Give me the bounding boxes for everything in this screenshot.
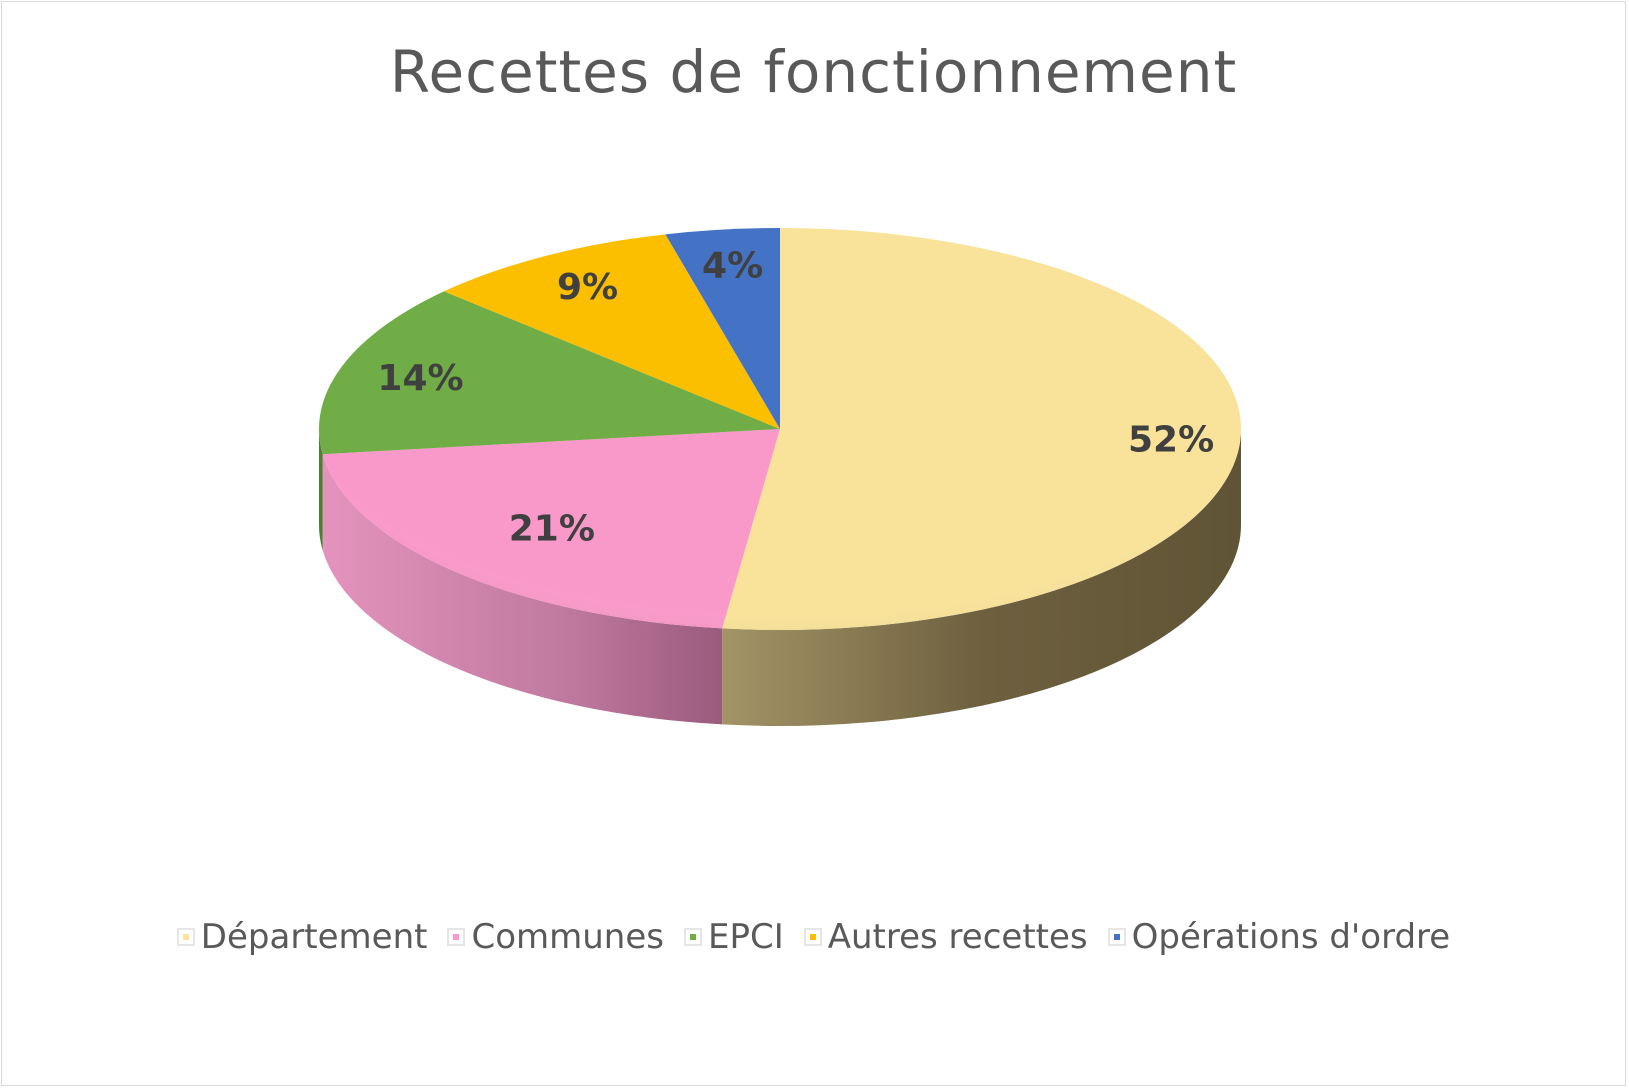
data-label-epci: 14% [377,358,463,399]
pie-side-communes [322,454,723,725]
legend-dot [689,934,696,940]
legend-swatch-epci [683,928,702,946]
legend-dot [1113,934,1120,940]
pie-top-shading [319,228,1241,630]
legend-item-communes: Communes [447,917,664,957]
data-label-communes: 21% [509,508,595,549]
pie-side-epci [319,429,323,551]
legend-label: Communes [471,917,664,957]
legend-label: Autres recettes [827,917,1088,957]
data-label-autres-recettes: 9% [557,267,618,308]
legend-item-operations-d-ordre: Opérations d'ordre [1107,917,1451,957]
legend: Département Communes EPCI Autres recette… [2,917,1625,957]
legend-swatch-autres-recettes [803,928,822,946]
legend-label: Département [200,917,428,957]
pie-side-departement [722,429,1241,726]
legend-swatch-communes [447,928,466,946]
legend-label: EPCI [707,917,784,957]
chart-title: Recettes de fonctionnement [389,38,1238,106]
legend-dot [453,934,460,940]
legend-item-departement: Département [176,917,428,957]
legend-swatch-operations-d-ordre [1107,928,1126,946]
legend-label: Opérations d'ordre [1131,917,1451,957]
legend-dot [809,934,816,940]
legend-item-epci: EPCI [683,917,784,957]
legend-dot [182,934,189,940]
legend-item-autres-recettes: Autres recettes [803,917,1088,957]
data-label-operations-d-ordre: 4% [702,245,763,286]
legend-swatch-departement [176,928,195,946]
data-label-departement: 52% [1128,420,1214,461]
